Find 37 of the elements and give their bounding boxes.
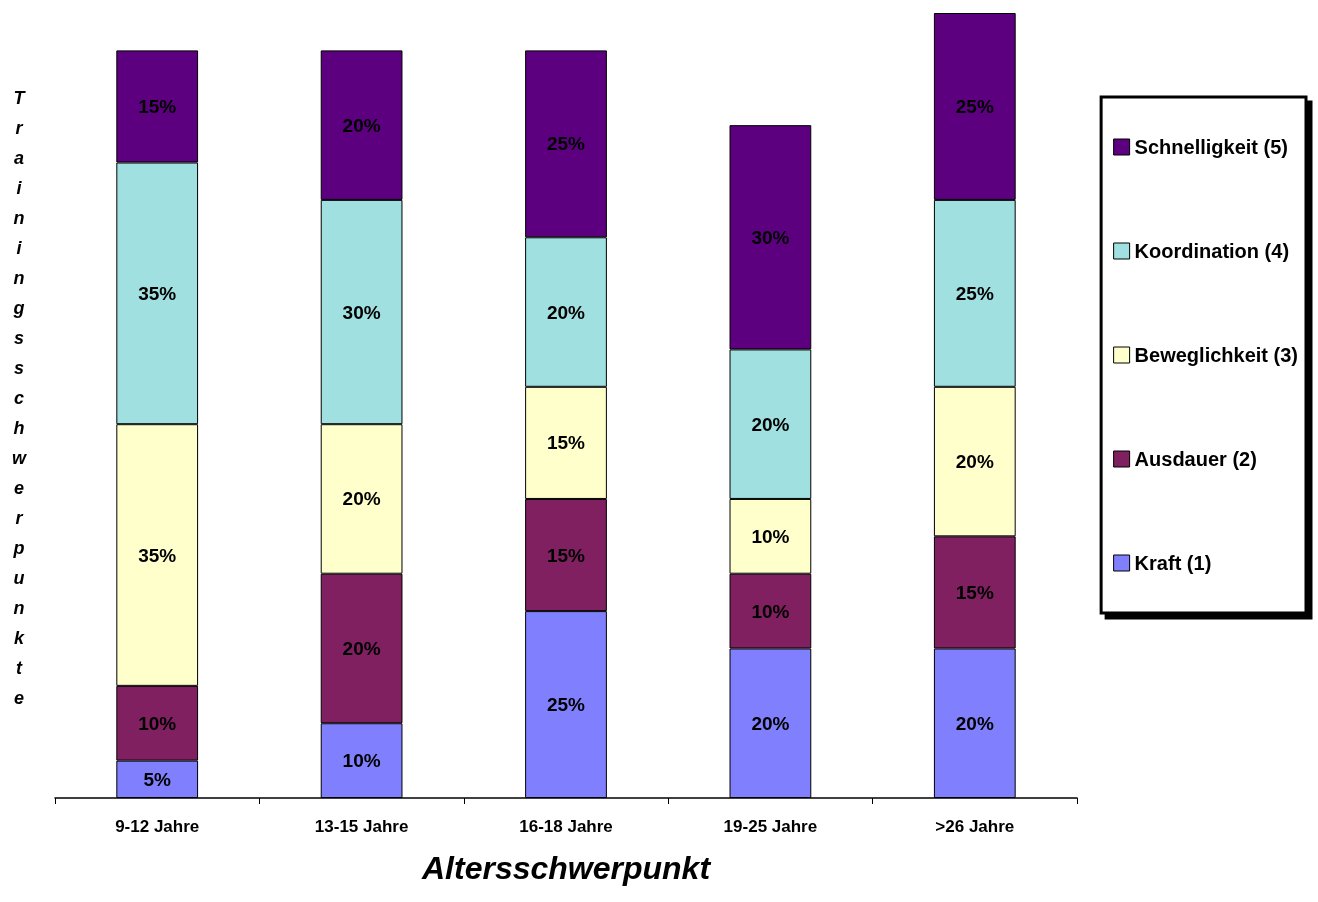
- data-label: 15%: [546, 544, 586, 566]
- data-label: 20%: [546, 301, 586, 323]
- data-label: 20%: [342, 637, 381, 659]
- x-axis-title: Altersschwerpunkt: [420, 850, 712, 886]
- data-label: 10%: [138, 712, 177, 734]
- legend-label: Schnelligkeit (5): [1134, 136, 1288, 158]
- legend-label: Ausdauer (2): [1134, 448, 1257, 470]
- data-label: 25%: [546, 133, 586, 155]
- data-label: 30%: [751, 226, 790, 248]
- data-label: 25%: [955, 95, 994, 117]
- data-label: 10%: [342, 750, 381, 772]
- legend-label: Kraft (1): [1134, 552, 1212, 574]
- x-tick-label: 9-12 Jahre: [115, 817, 200, 836]
- data-label: 15%: [138, 95, 177, 117]
- data-label: 10%: [751, 525, 790, 547]
- data-label: 35%: [138, 282, 177, 304]
- x-tick-label: 19-25 Jahre: [723, 817, 818, 836]
- data-label: 35%: [138, 544, 177, 566]
- data-label: 20%: [751, 712, 790, 734]
- legend-label: Beweglichkeit (3): [1134, 344, 1299, 366]
- data-label: 20%: [342, 488, 381, 510]
- data-label: 15%: [955, 581, 994, 603]
- data-label: 10%: [751, 600, 790, 622]
- data-label: 5%: [143, 768, 172, 790]
- data-label: 20%: [955, 712, 994, 734]
- data-label: 25%: [546, 694, 586, 716]
- data-label: 20%: [751, 413, 790, 435]
- x-tick-label: 13-15 Jahre: [314, 817, 409, 836]
- data-label: 25%: [955, 282, 994, 304]
- legend-label: Koordination (4): [1134, 240, 1290, 262]
- data-label: 15%: [546, 432, 586, 454]
- x-tick-label: 16-18 Jahre: [519, 817, 613, 836]
- y-axis-title: Trainingsschwerpunkte: [8, 88, 29, 718]
- data-label: 30%: [342, 301, 381, 323]
- x-tick-label: >26 Jahre: [935, 817, 1015, 836]
- data-label: 20%: [955, 451, 994, 473]
- data-label: 20%: [342, 114, 381, 136]
